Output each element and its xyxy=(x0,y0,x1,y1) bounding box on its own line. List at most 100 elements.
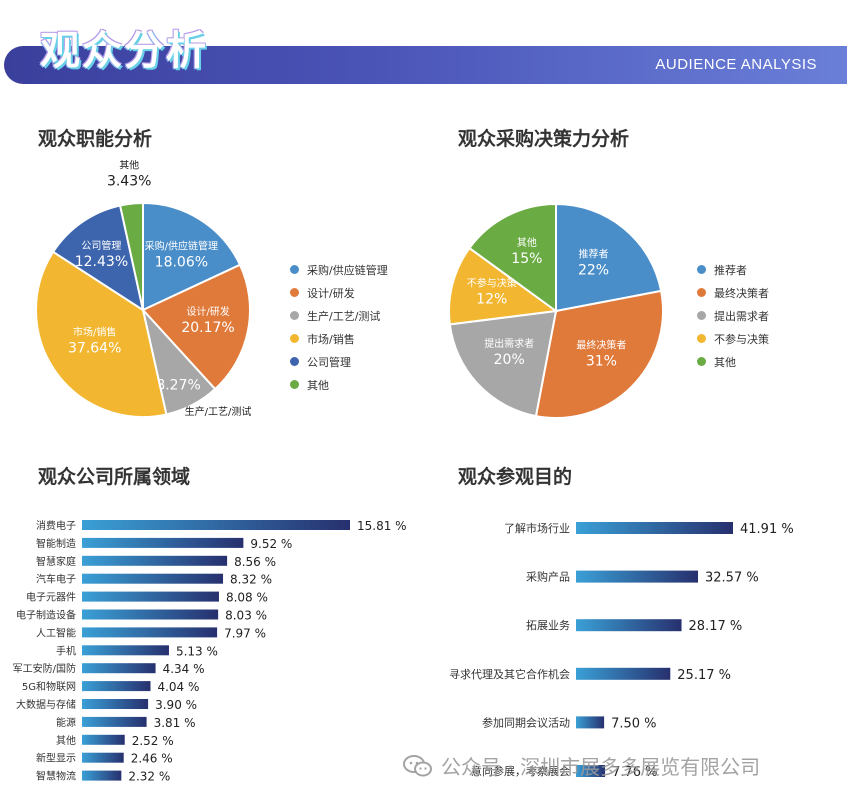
legend-swatch xyxy=(290,265,299,274)
pie-slice xyxy=(448,246,559,326)
bar-value-label: 25.17 % xyxy=(677,668,731,683)
bar-value-label: 7.97 % xyxy=(224,626,266,640)
legend-swatch xyxy=(290,334,299,343)
bar-category-label: 智慧物流 xyxy=(36,770,76,783)
legend-label: 市场/销售 xyxy=(307,332,355,346)
bar-value-label: 8.56 % xyxy=(234,555,276,569)
pie-value-label: 20.17% xyxy=(181,320,234,336)
legend-item: 提出需求者 xyxy=(697,304,769,327)
bar-value-label: 2.32 % xyxy=(128,770,170,784)
bar-category-label: 5G和物联网 xyxy=(22,680,76,693)
legend-swatch xyxy=(290,311,299,320)
pie-value-label: 31% xyxy=(586,353,617,369)
legend-swatch xyxy=(697,288,706,297)
bar-category-label: 电子元器件 xyxy=(26,591,76,604)
bar-value-label: 2.46 % xyxy=(131,752,173,766)
bar-chart-industry: 消费电子 15.81 % 智能制造 9.52 % 智慧家庭 8.56 % 汽车电子 8.32 … xyxy=(13,519,407,784)
bar-category-label: 新型显示 xyxy=(36,752,76,765)
legend-label: 生产/工艺/测试 xyxy=(307,309,381,323)
legend-label: 设计/研发 xyxy=(307,286,355,300)
bar-category-label: 手机 xyxy=(56,644,76,657)
bar xyxy=(82,627,218,638)
bar-value-label: 4.04 % xyxy=(157,680,199,694)
legend-item: 采购/供应链管理 xyxy=(290,258,388,281)
legend-swatch xyxy=(290,357,299,366)
bar-value-label: 8.32 % xyxy=(230,573,272,587)
legend-function: 采购/供应链管理 设计/研发 生产/工艺/测试 市场/销售 公司管理 其他 xyxy=(290,258,388,396)
pie-slice xyxy=(118,201,144,311)
bar-value-label: 15.81 % xyxy=(357,519,407,533)
bar-category-label: 大数据与存储 xyxy=(16,698,76,711)
legend-label: 提出需求者 xyxy=(714,309,769,323)
pie-chart-function: 采购/供应链管理 18.06% 设计/研发 20.17% 8.27% 市场/销售 37.64… xyxy=(35,160,252,418)
bar-category-label: 汽车电子 xyxy=(36,573,76,586)
legend-swatch xyxy=(697,311,706,320)
pie-value-label: 22% xyxy=(578,263,609,279)
bar-value-label: 32.57 % xyxy=(705,571,759,586)
bar-value-label: 3.90 % xyxy=(155,698,197,712)
bar xyxy=(82,770,122,781)
legend-item: 最终决策者 xyxy=(697,281,769,304)
bar xyxy=(82,555,228,566)
pie-slice-label: 生产/工艺/测试 xyxy=(185,405,252,418)
pie-value-label: 12% xyxy=(476,292,507,308)
pie-slice-label: 市场/销售 xyxy=(73,326,116,339)
pie-value-label: 20% xyxy=(494,352,525,368)
bar-value-label: 8.08 % xyxy=(226,591,268,605)
pie-slice-label: 不参与决策 xyxy=(467,277,517,290)
pie-slice xyxy=(534,289,664,419)
page-title: 观众分析 xyxy=(40,28,208,74)
bar-category-label: 采购产品 xyxy=(526,570,570,584)
bar xyxy=(82,699,149,709)
pie-slice xyxy=(468,202,557,313)
legend-item: 不参与决策 xyxy=(697,327,769,350)
chart-title-decision: 观众采购决策力分析 xyxy=(458,128,630,150)
bar xyxy=(576,522,733,534)
legend-item: 推荐者 xyxy=(697,258,769,281)
legend-swatch xyxy=(697,265,706,274)
bar-category-label: 参加同期会议活动 xyxy=(482,715,570,729)
legend-item: 其他 xyxy=(697,350,769,373)
bar-category-label: 电子制造设备 xyxy=(16,609,76,622)
pie-value-label: 12.43% xyxy=(75,254,128,270)
legend-item: 生产/工艺/测试 xyxy=(290,304,388,327)
bar-chart-purpose: 了解市场行业 41.91 % 采购产品 32.57 % 拓展业务 28.17 % 寻求代理及… xyxy=(449,521,794,780)
bar-value-label: 9.52 % xyxy=(250,537,292,551)
legend-label: 最终决策者 xyxy=(714,286,769,300)
bar-value-label: 2.52 % xyxy=(132,734,174,748)
watermark-text: 公众号 · 深圳市展多多展览有限公司 xyxy=(441,755,761,779)
bar-value-label: 7.76 % xyxy=(612,765,657,780)
pie-slice xyxy=(555,202,663,313)
bar-category-label: 智能制造 xyxy=(36,537,76,550)
pie-slice-label: 其他 xyxy=(517,236,537,249)
bar xyxy=(576,667,671,680)
bar xyxy=(82,752,124,763)
legend-label: 不参与决策 xyxy=(714,332,769,346)
pie-slice-label: 采购/供应链管理 xyxy=(145,240,218,253)
bar xyxy=(82,609,219,620)
legend-decision: 推荐者最终决策者提出需求者不参与决策其他 xyxy=(697,258,769,373)
bar xyxy=(82,645,169,656)
pie-slice xyxy=(35,250,168,418)
bar xyxy=(576,716,605,729)
legend-label: 其他 xyxy=(307,378,329,392)
pie-value-label: 18.06% xyxy=(155,255,208,271)
bar xyxy=(82,734,125,745)
bar xyxy=(82,663,156,674)
bar xyxy=(576,570,699,583)
pie-slice-label: 公司管理 xyxy=(81,239,121,252)
bar-value-label: 5.13 % xyxy=(176,644,218,658)
bar-category-label: 智慧家庭 xyxy=(36,555,76,568)
legend-item: 市场/销售 xyxy=(290,327,388,350)
bar-value-label: 28.17 % xyxy=(689,619,743,634)
chart-title-industry: 观众公司所属领域 xyxy=(38,466,191,488)
bar-category-label: 人工智能 xyxy=(36,626,76,639)
bar xyxy=(576,765,606,777)
bar xyxy=(82,681,151,692)
watermark: 公众号 · 深圳市展多多展览有限公司 xyxy=(403,751,760,780)
bar xyxy=(82,716,147,727)
bar-value-label: 8.03 % xyxy=(225,609,267,623)
bar-value-label: 7.50 % xyxy=(611,716,656,731)
pie-slice xyxy=(51,204,145,313)
legend-label: 其他 xyxy=(714,355,736,369)
